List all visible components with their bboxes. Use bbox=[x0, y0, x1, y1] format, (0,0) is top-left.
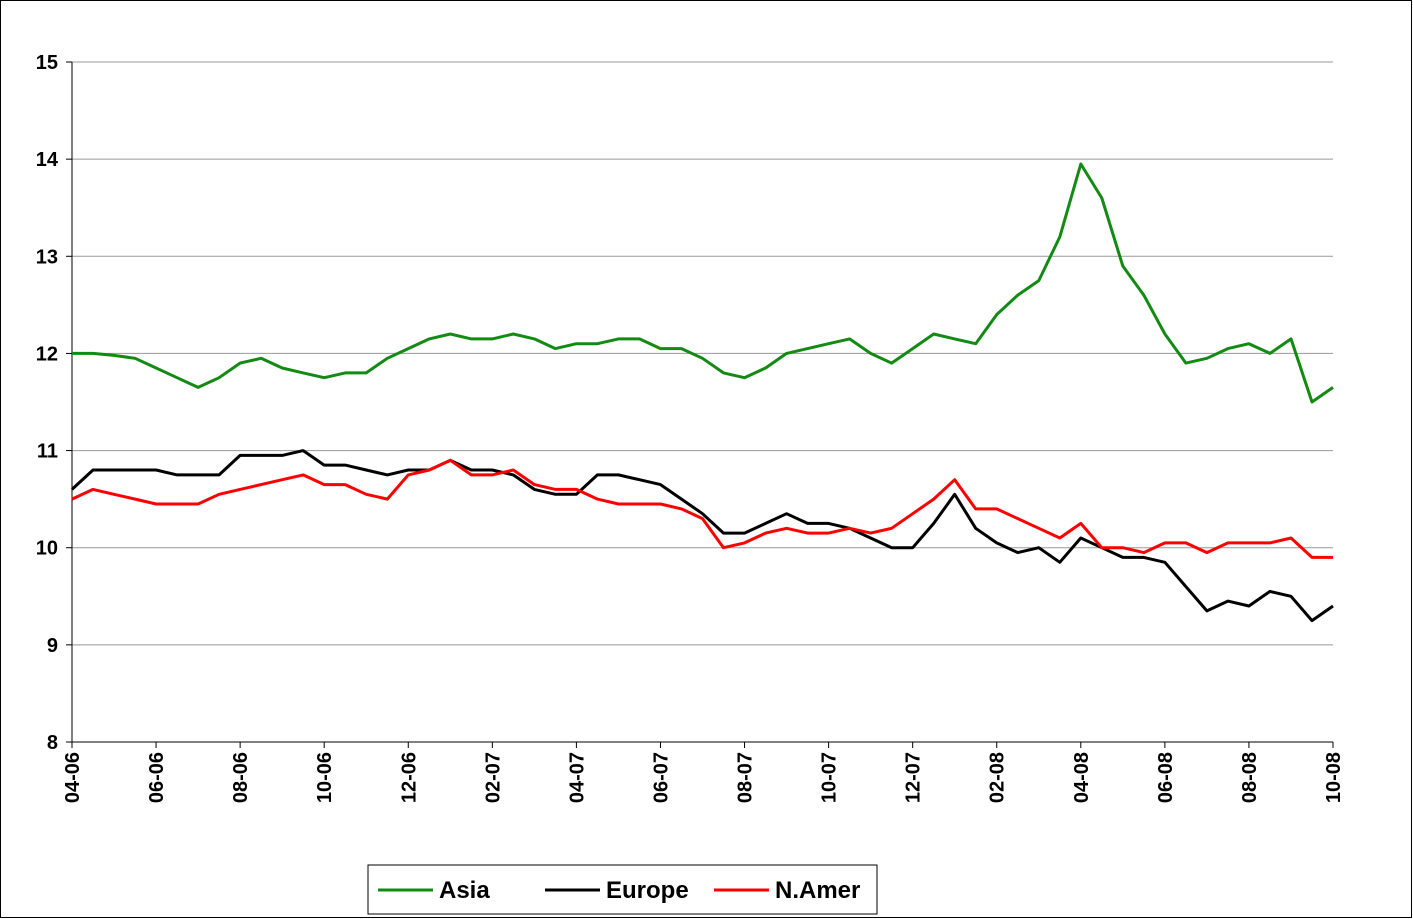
y-tick-label: 8 bbox=[47, 732, 58, 754]
y-tick-label: 9 bbox=[47, 635, 58, 657]
x-tick-label: 12-07 bbox=[903, 752, 925, 803]
x-tick-label: 12-06 bbox=[398, 752, 420, 803]
x-tick-label: 02-07 bbox=[482, 752, 504, 803]
y-tick-label: 14 bbox=[36, 149, 59, 171]
y-tick-label: 12 bbox=[36, 343, 58, 365]
legend-label: Europe bbox=[606, 877, 689, 904]
x-tick-label: 02-08 bbox=[987, 752, 1009, 803]
legend-box bbox=[367, 864, 878, 915]
y-tick-label: 15 bbox=[36, 52, 58, 74]
x-tick-label: 08-06 bbox=[230, 752, 252, 803]
series-line bbox=[72, 162, 1334, 404]
legend-label: N.Amer bbox=[775, 877, 860, 904]
x-tick-label: 06-08 bbox=[1155, 752, 1177, 803]
x-tick-label: 04-06 bbox=[62, 752, 84, 803]
x-tick-label: 10-07 bbox=[819, 752, 841, 803]
x-tick-label: 08-07 bbox=[735, 752, 757, 803]
x-tick-label: 10-06 bbox=[314, 752, 336, 803]
y-tick-label: 13 bbox=[36, 246, 58, 268]
y-tick-label: 11 bbox=[37, 441, 58, 463]
x-tick-label: 06-07 bbox=[650, 752, 672, 803]
y-tick-label: 10 bbox=[36, 538, 58, 560]
legend-label: Asia bbox=[439, 877, 490, 904]
x-tick-label: 06-06 bbox=[146, 752, 168, 803]
x-tick-label: 10-08 bbox=[1323, 752, 1345, 803]
series-line bbox=[71, 458, 1333, 559]
series-line bbox=[70, 449, 1334, 623]
x-tick-label: 08-08 bbox=[1239, 752, 1261, 803]
x-tick-label: 04-08 bbox=[1071, 752, 1093, 803]
x-tick-label: 04-07 bbox=[566, 752, 588, 803]
